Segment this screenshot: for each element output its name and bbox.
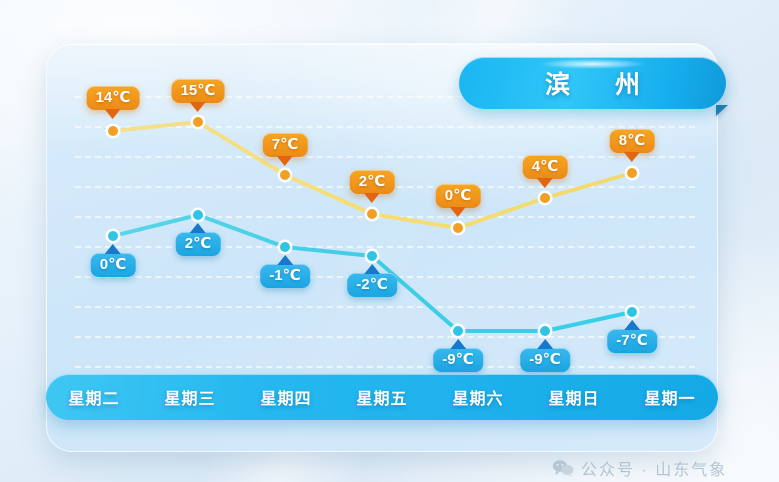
ribbon-highlight [539,59,646,69]
gridline [75,336,695,338]
high-temp-badge: 7℃ [262,133,308,158]
wechat-icon [552,460,574,477]
watermark-label: 公众号 · 山东气象 [581,462,728,479]
high-temp-badge: 4℃ [522,155,568,180]
city-title-ribbon: 滨 州 [459,57,726,109]
high-temp-badge: 14℃ [86,86,140,111]
chart-gridlines [75,96,695,398]
gridline [75,366,695,368]
weekday-label-4: 星期六 [452,391,504,408]
gridline [75,246,695,248]
weekday-label-5: 星期日 [548,391,600,408]
watermark: 公众号 · 山东气象 [552,456,727,480]
gridline [75,306,695,308]
gridline [75,126,695,128]
low-temp-badge: -2℃ [347,273,397,298]
weekday-label-2: 星期四 [260,391,312,408]
weekday-label-6: 星期一 [644,391,696,408]
low-temp-badge: -1℃ [260,264,310,289]
low-temp-badge: 2℃ [175,232,221,257]
low-temp-badge: -7℃ [607,329,657,354]
low-temp-badge: -9℃ [433,348,483,373]
weekday-label-0: 星期二 [68,391,120,408]
low-temp-badge: -9℃ [520,348,570,373]
low-temp-badge: 0℃ [90,253,136,278]
high-temp-badge: 2℃ [349,170,395,195]
page-title: 滨 州 [544,71,650,99]
gridline [75,96,695,98]
high-temp-badge: 15℃ [171,79,225,104]
high-temp-badge: 8℃ [609,129,655,154]
gridline [75,156,695,158]
gridline [75,216,695,218]
weekday-label-1: 星期三 [164,391,216,408]
weekday-bar: 星期二 星期三 星期四 星期五 星期六 星期日 星期一 [46,374,718,420]
high-temp-badge: 0℃ [435,184,481,209]
weekday-label-3: 星期五 [356,391,408,408]
